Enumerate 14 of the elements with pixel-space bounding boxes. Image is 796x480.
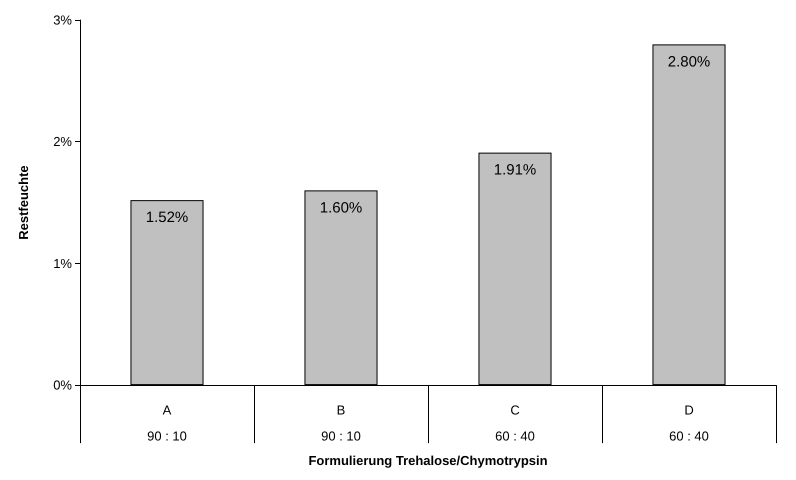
y-axis-title: Restfeuchte	[16, 165, 31, 240]
data-label: 1.91%	[494, 162, 536, 179]
x-axis-title: Formulierung Trehalose/Chymotrypsin	[308, 453, 548, 468]
y-tick-label: 1%	[53, 256, 72, 271]
data-label: 1.60%	[320, 199, 362, 216]
data-label: 2.80%	[668, 53, 710, 70]
x-tick-label: D 60 : 40	[669, 402, 709, 444]
x-tick-label: A 90 : 10	[147, 402, 187, 444]
x-tick-label: C 60 : 40	[495, 402, 535, 444]
data-label: 1.52%	[146, 209, 188, 226]
y-tick-label: 0%	[53, 378, 72, 393]
y-tick-label: 2%	[53, 134, 72, 150]
y-tick-label: 3%	[53, 12, 72, 28]
x-tick-label: B 90 : 10	[321, 402, 361, 444]
